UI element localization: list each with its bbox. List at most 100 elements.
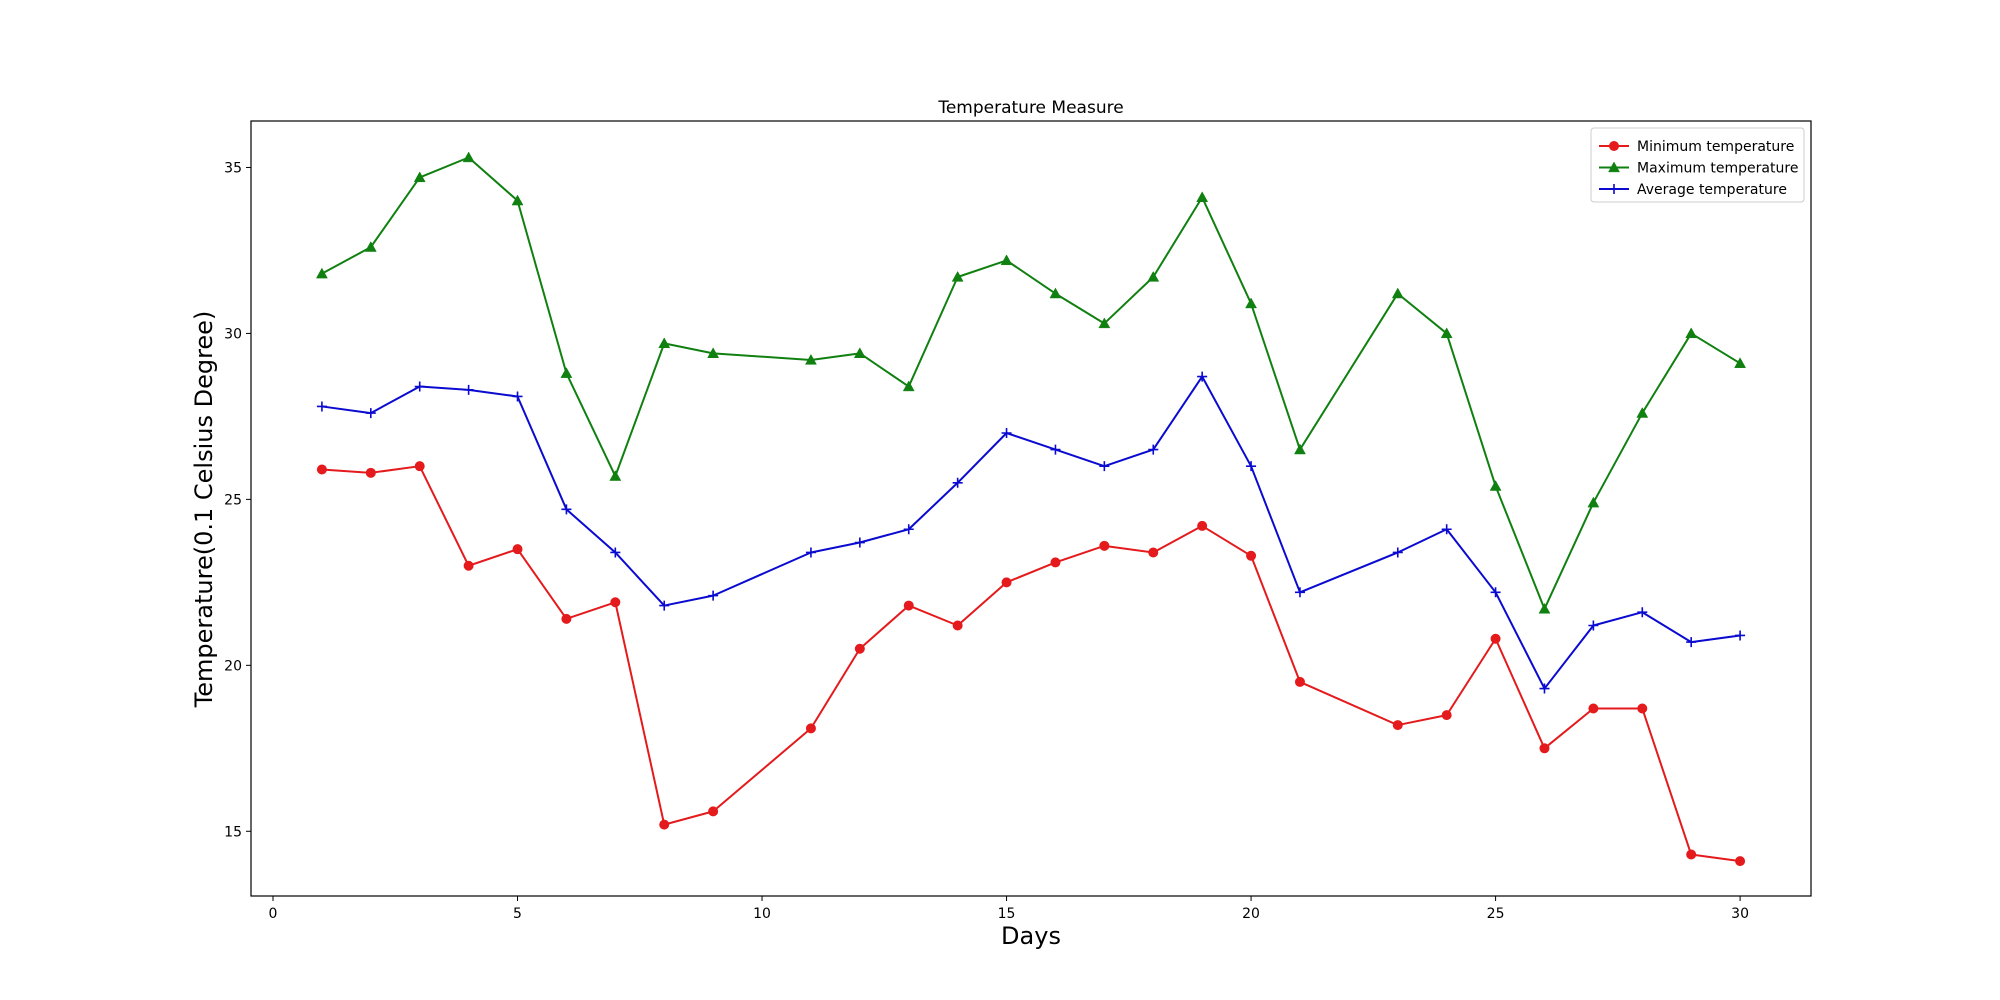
data-point (315, 267, 328, 279)
x-axis-label: Days (1001, 922, 1061, 950)
y-tick-label: 35 (224, 160, 242, 176)
data-point (1148, 444, 1159, 455)
x-tick-label: 5 (513, 906, 522, 922)
data-point (413, 171, 426, 183)
x-tick-label: 25 (1487, 906, 1505, 922)
data-point (854, 643, 865, 654)
data-point (1538, 602, 1551, 614)
data-point (364, 241, 377, 252)
data-point (1735, 856, 1746, 867)
data-point (1588, 703, 1599, 714)
data-point (952, 477, 963, 488)
legend-item: Average temperature (1599, 182, 1787, 198)
data-point (463, 384, 474, 395)
legend-item: Maximum temperature (1599, 161, 1798, 177)
data-point (1539, 683, 1550, 694)
x-axis: 0 5 10 15 20 25 30 (269, 896, 1749, 922)
data-point (512, 544, 523, 555)
data-point (1734, 357, 1747, 368)
data-point (1587, 496, 1600, 508)
y-tick-label: 15 (224, 824, 242, 840)
data-point (463, 560, 474, 571)
data-point (1246, 550, 1257, 561)
data-point (1686, 637, 1697, 648)
data-point (1294, 443, 1306, 455)
data-point (1636, 407, 1649, 418)
series-2 (315, 151, 1747, 614)
data-point (1197, 520, 1208, 531)
legend-label: Maximum temperature (1637, 161, 1798, 177)
chart-title: Temperature Measure (937, 98, 1123, 118)
data-point (1099, 540, 1110, 551)
y-axis: 15 20 25 30 35 (224, 160, 251, 840)
y-tick-label: 30 (224, 326, 242, 342)
data-point (853, 347, 866, 358)
data-point (659, 819, 670, 830)
data-point (1588, 620, 1599, 631)
data-point (561, 504, 572, 515)
data-point (805, 723, 816, 734)
data-point (1490, 633, 1501, 644)
data-point (1686, 849, 1697, 860)
data-point (1294, 587, 1305, 598)
data-point (707, 347, 720, 358)
data-point (610, 597, 621, 608)
data-point (1294, 676, 1305, 687)
data-point (365, 408, 376, 419)
series-layer (315, 151, 1747, 867)
data-point (1440, 327, 1453, 339)
series-3 (316, 371, 1746, 694)
data-point (854, 537, 865, 548)
data-point (1735, 630, 1746, 641)
data-point (659, 600, 670, 611)
data-point (1049, 287, 1062, 299)
data-point (1441, 524, 1452, 535)
x-tick-label: 15 (998, 906, 1016, 922)
data-point (316, 401, 327, 412)
data-point (365, 467, 376, 478)
legend-label: Average temperature (1637, 182, 1787, 198)
data-point (610, 547, 621, 558)
data-point (1441, 710, 1452, 721)
data-point (414, 381, 425, 392)
legend-marker (1608, 161, 1620, 173)
data-point (462, 151, 475, 163)
legend-label: Minimum temperature (1637, 139, 1794, 155)
data-point (952, 620, 963, 631)
legend-marker (1609, 141, 1619, 151)
data-point (708, 806, 719, 817)
data-point (1637, 703, 1648, 714)
data-point (903, 524, 914, 535)
y-axis-label: Temperature(0.1 Celsius Degree) (190, 311, 218, 709)
data-point (1196, 191, 1209, 202)
data-point (1637, 607, 1648, 618)
data-point (560, 367, 573, 378)
data-point (1148, 547, 1159, 558)
data-point (1246, 461, 1257, 472)
series-1 (316, 461, 1746, 867)
legend: Minimum temperature Maximum temperature Av… (1590, 127, 1805, 203)
legend-item: Minimum temperature (1599, 139, 1794, 155)
data-point (658, 337, 671, 349)
data-point (1000, 254, 1013, 266)
data-point (1392, 720, 1403, 731)
data-point (951, 270, 964, 282)
data-point (708, 590, 719, 601)
data-point (805, 353, 817, 365)
data-point (805, 547, 816, 558)
series-line (321, 465, 1741, 863)
data-point (316, 464, 327, 475)
data-point (1050, 557, 1061, 568)
data-point (414, 461, 425, 472)
data-point (1391, 287, 1404, 299)
plot-frame (250, 120, 1812, 897)
data-point (561, 613, 572, 624)
data-point (1685, 327, 1698, 339)
data-point (609, 470, 622, 481)
data-point (1490, 587, 1501, 598)
x-tick-label: 30 (1731, 906, 1749, 922)
data-point (1197, 371, 1208, 382)
data-point (1245, 297, 1257, 309)
data-point (1001, 427, 1012, 438)
